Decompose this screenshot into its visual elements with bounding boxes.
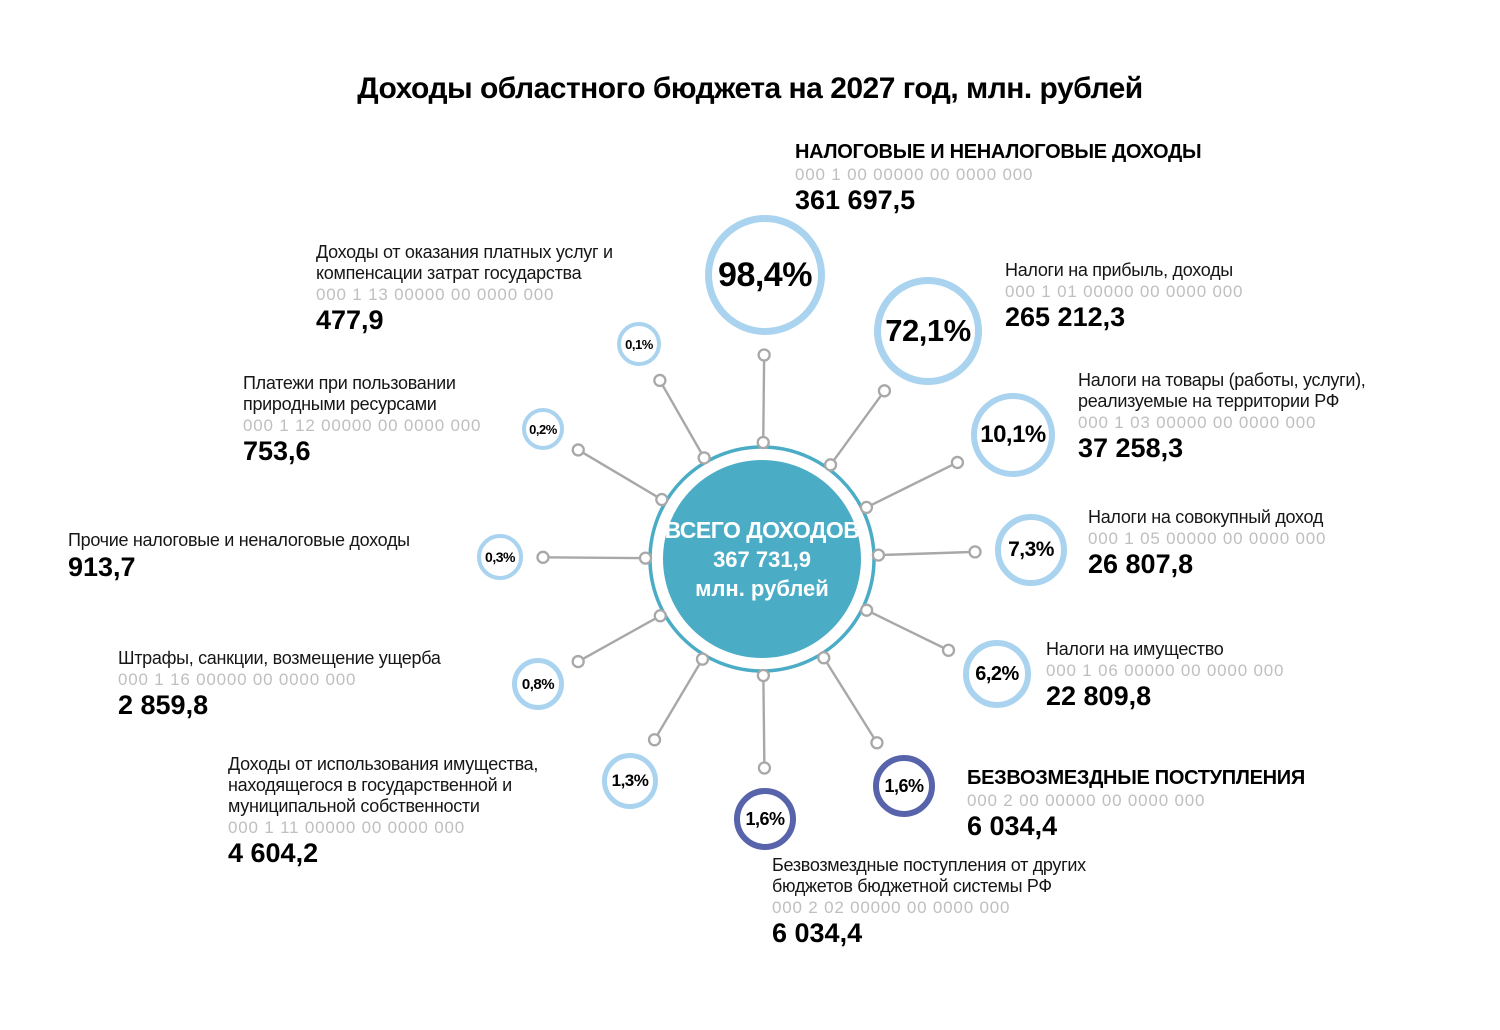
category-label: БЕЗВОЗМЕЗДНЫЕ ПОСТУПЛЕНИЯ 000 2 00 00000… [967,766,1307,841]
percent-label: 10,1% [980,421,1046,448]
category-code: 000 2 02 00000 00 0000 000 [772,898,1011,917]
category-code: 000 1 03 00000 00 0000 000 [1078,413,1317,432]
category-label: Доходы от оказания платных услуг и компе… [316,242,666,335]
percent-circle: 0,2% [522,408,564,450]
category-value: 26 807,8 [1088,549,1194,579]
percent-label: 1,6% [745,808,785,829]
percent-label: 1,6% [884,775,924,796]
category-name: Прочие налоговые и неналоговые доходы [68,530,410,550]
category-value: 753,6 [243,436,311,466]
percent-label: 1,3% [611,771,649,790]
category-label: Налоги на товары (работы, услуги), реали… [1078,370,1418,463]
category-name: Штрафы, санкции, возмещение ущерба [118,648,441,668]
percent-circle: 98,4% [705,215,825,335]
category-name: Платежи при пользовании природными ресур… [243,373,456,414]
category-label: Налоги на имущество 000 1 06 00000 00 00… [1046,639,1376,711]
percent-label: 72,1% [885,313,971,348]
category-name: Налоги на товары (работы, услуги), реали… [1078,370,1366,411]
category-name: НАЛОГОВЫЕ И НЕНАЛОГОВЫЕ ДОХОДЫ [795,141,1202,163]
category-code: 000 1 06 00000 00 0000 000 [1046,661,1285,680]
percent-circle: 7,3% [995,514,1067,586]
percent-circle: 0,3% [477,534,523,580]
category-code: 000 1 05 00000 00 0000 000 [1088,529,1327,548]
percent-label: 6,2% [975,662,1019,685]
category-name: БЕЗВОЗМЕЗДНЫЕ ПОСТУПЛЕНИЯ [967,767,1305,789]
category-code: 000 1 13 00000 00 0000 000 [316,285,555,304]
category-value: 477,9 [316,305,384,335]
category-name: Налоги на совокупный доход [1088,507,1324,527]
category-value: 265 212,3 [1005,302,1126,332]
category-name: Доходы от оказания платных услуг и компе… [316,242,613,283]
percent-circle: 1,6% [873,755,935,817]
category-name: Безвозмездные поступления от других бюдж… [772,855,1086,896]
category-label: Доходы от использования имущества, наход… [228,754,598,868]
category-name: Доходы от использования имущества, наход… [228,754,539,816]
category-value: 37 258,3 [1078,433,1184,463]
category-code: 000 1 00 00000 00 0000 000 [795,165,1034,184]
category-name: Налоги на прибыль, доходы [1005,260,1233,280]
percent-circle: 6,2% [963,640,1031,708]
percent-label: 0,3% [485,549,515,565]
percent-circle: 1,3% [602,753,658,809]
percent-label: 0,1% [625,336,653,352]
category-value: 2 859,8 [118,690,209,720]
category-value: 361 697,5 [795,185,916,215]
category-code: 000 1 16 00000 00 0000 000 [118,670,357,689]
percent-circle: 0,8% [512,658,564,710]
category-code: 000 1 01 00000 00 0000 000 [1005,282,1244,301]
percent-circle: 0,1% [617,322,661,366]
category-name: Налоги на имущество [1046,639,1224,659]
category-value: 4 604,2 [228,838,319,868]
category-label: Налоги на совокупный доход 000 1 05 0000… [1088,507,1418,579]
percent-label: 0,8% [521,675,555,693]
percent-label: 7,3% [1008,538,1054,561]
category-value: 22 809,8 [1046,681,1152,711]
category-value: 6 034,4 [772,918,863,948]
page-title: Доходы областного бюджета на 2027 год, м… [357,72,1143,105]
percent-circle: 10,1% [971,393,1055,477]
category-value: 913,7 [68,552,136,582]
percent-label: 0,2% [529,421,557,437]
percent-circle: 1,6% [734,788,796,850]
category-label: Безвозмездные поступления от других бюдж… [772,855,1152,948]
category-code: 000 1 11 00000 00 0000 000 [228,818,465,837]
category-label: Платежи при пользовании природными ресур… [243,373,533,466]
percent-circle: 72,1% [874,277,982,385]
category-value: 6 034,4 [967,811,1058,841]
category-code: 000 2 00 00000 00 0000 000 [967,791,1206,810]
category-label: Налоги на прибыль, доходы 000 1 01 00000… [1005,260,1335,332]
percent-label: 98,4% [718,255,812,294]
category-label: Прочие налоговые и неналоговые доходы 91… [68,530,498,582]
category-code: 000 1 12 00000 00 0000 000 [243,416,482,435]
category-label: НАЛОГОВЫЕ И НЕНАЛОГОВЫЕ ДОХОДЫ 000 1 00 … [795,140,1215,215]
category-label: Штрафы, санкции, возмещение ущерба 000 1… [118,648,508,720]
